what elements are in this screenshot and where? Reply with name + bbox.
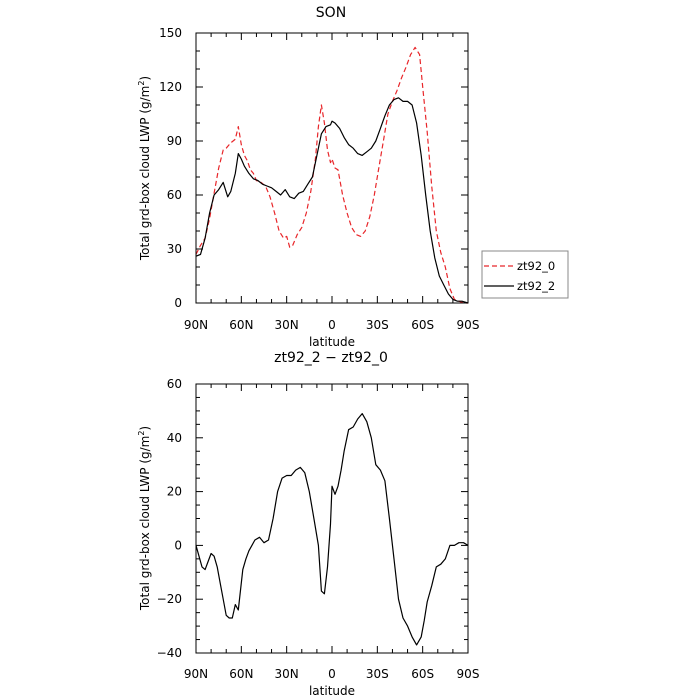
x-axis-label: latitude xyxy=(309,335,355,349)
x-tick-label: 0 xyxy=(328,318,336,332)
y-axis-label-main: Total grd-box cloud LWP (g/m xyxy=(138,86,152,261)
x-tick-label: 60S xyxy=(411,667,434,681)
x-axis-label: latitude xyxy=(309,684,355,698)
series-lines xyxy=(195,413,469,646)
chart-title: zt92_2 − zt92_0 xyxy=(274,350,388,366)
series-line-zt92-2 xyxy=(195,97,469,304)
y-tick-label: 40 xyxy=(167,431,182,445)
y-tick-label: 30 xyxy=(167,242,182,256)
x-tick-label: 60N xyxy=(229,667,253,681)
chart-son: SON 90N 60N 30N 0 30S 60S 90S 0 30 60 90 120 150 la… xyxy=(137,5,569,349)
x-tick-labels: 90N 60N 30N 0 30S 60S 90S xyxy=(184,667,480,681)
y-axis-label: Total grd-box cloud LWP (g/m2) xyxy=(137,76,152,261)
x-tick-label: 90N xyxy=(184,318,208,332)
y-axis-label-end: ) xyxy=(138,426,152,431)
plot-frame xyxy=(195,32,469,304)
x-tick-label: 30S xyxy=(366,667,389,681)
series-line-zt92-0 xyxy=(195,46,468,304)
chart-title: SON xyxy=(316,5,346,21)
x-tick-label: 30N xyxy=(275,667,299,681)
x-tick-labels: 90N 60N 30N 0 30S 60S 90S xyxy=(184,318,480,332)
y-tick-label: 20 xyxy=(167,485,182,499)
y-axis-label: Total grd-box cloud LWP (g/m2) xyxy=(137,426,152,611)
legend-box xyxy=(481,250,569,299)
y-tick-label: 0 xyxy=(174,296,182,310)
x-tick-label: 30N xyxy=(275,318,299,332)
y-axis-label-end: ) xyxy=(138,76,152,81)
y-tick-label: 120 xyxy=(159,80,182,94)
legend-label-zt92-0: zt92_0 xyxy=(517,259,555,273)
y-tick-labels: 0 30 60 90 120 150 xyxy=(159,26,182,310)
x-tick-label: 90S xyxy=(457,318,480,332)
y-tick-label: 60 xyxy=(167,377,182,391)
x-tick-label: 90N xyxy=(184,667,208,681)
y-tick-label: 60 xyxy=(167,188,182,202)
legend-label-zt92-2: zt92_2 xyxy=(517,279,555,293)
y-tick-label: 150 xyxy=(159,26,182,40)
tick-marks xyxy=(195,32,469,304)
y-tick-labels: −40 −20 0 20 40 60 xyxy=(157,377,182,660)
x-tick-label: 60S xyxy=(411,318,434,332)
x-tick-label: 90S xyxy=(457,667,480,681)
x-tick-label: 30S xyxy=(366,318,389,332)
y-axis-label-sup: 2 xyxy=(137,81,146,86)
y-tick-label: −20 xyxy=(157,592,182,606)
y-tick-label: 90 xyxy=(167,134,182,148)
x-tick-label: 60N xyxy=(229,318,253,332)
y-tick-label: 0 xyxy=(174,538,182,552)
series-line-difference xyxy=(195,413,469,646)
legend: zt92_0 zt92_2 xyxy=(481,250,569,299)
tick-marks xyxy=(195,383,469,654)
y-axis-label-main: Total grd-box cloud LWP (g/m xyxy=(138,436,152,611)
plot-frame xyxy=(195,383,469,654)
y-axis-label-sup: 2 xyxy=(137,431,146,436)
x-tick-label: 0 xyxy=(328,667,336,681)
series-lines xyxy=(195,46,469,304)
chart-difference: zt92_2 − zt92_0 90N 60N 30N 0 30S 60S 90S −40−… xyxy=(137,350,479,698)
y-tick-label: −40 xyxy=(157,646,182,660)
